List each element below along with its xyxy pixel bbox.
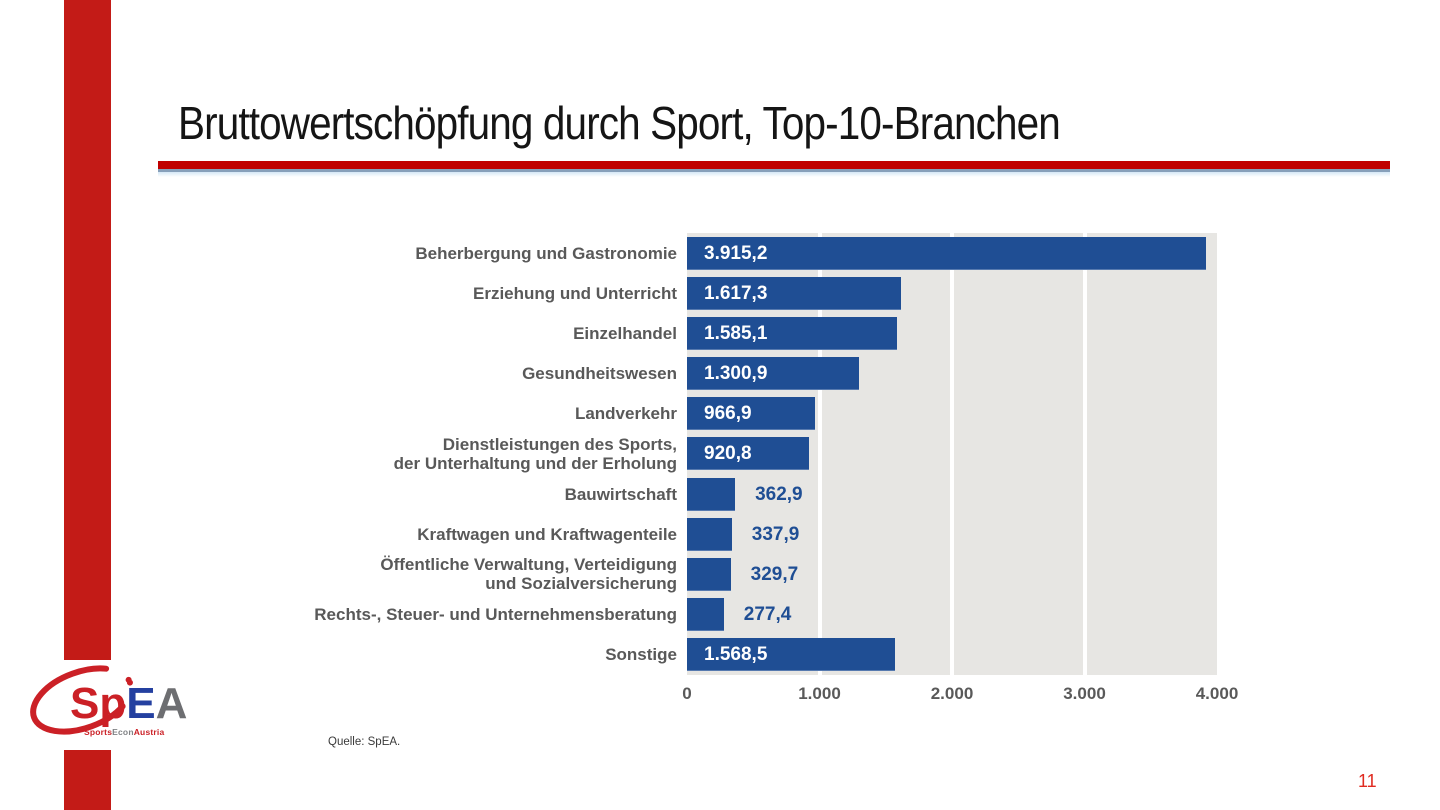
category-label: Gesundheitswesen: [522, 364, 677, 384]
slide-title: Bruttowertschöpfung durch Sport, Top-10-…: [178, 97, 1061, 149]
value-label: 1.585,1: [704, 322, 768, 344]
category-label: Einzelhandel: [573, 323, 677, 343]
value-label: 329,7: [750, 563, 799, 585]
value-label: 277,4: [743, 604, 792, 626]
chart-row: Erziehung und Unterricht 1.617,3: [300, 273, 1217, 313]
value-label: 337,9: [751, 523, 800, 545]
bar: 966,9: [687, 397, 816, 431]
chart-row: Sonstige 1.568,5: [300, 635, 1217, 675]
page-number: 11: [1358, 771, 1377, 791]
left-accent-bar-bottom: [64, 750, 111, 810]
bar: 3.915,2: [687, 236, 1206, 270]
chart-row: Dienstleistungen des Sports, der Unterhal…: [300, 434, 1217, 474]
logo-sub-sports: Sports: [84, 727, 113, 737]
gridline-3000: [1082, 233, 1087, 675]
value-label: 1.568,5: [704, 644, 768, 666]
logo-e: E: [126, 679, 156, 728]
bar-cell: 277,4: [687, 595, 1217, 635]
gridline-2000: [950, 233, 954, 675]
chart-row: Landverkehr 966,9: [300, 394, 1217, 434]
bar: [687, 477, 736, 511]
logo-wordmark: SpEA: [70, 682, 187, 726]
logo-sub-econ: Econ: [112, 727, 134, 737]
bar-cell: 966,9: [687, 394, 1217, 434]
spea-logo: SpEA SportsEconAustria: [24, 662, 187, 748]
bar-cell: 362,9: [687, 474, 1217, 514]
bar-cell: 337,9: [687, 514, 1217, 554]
bar-cell: 920,8: [687, 434, 1217, 474]
value-label: 1.617,3: [704, 282, 768, 304]
bar: 1.617,3: [687, 276, 902, 310]
value-label: 920,8: [704, 443, 752, 465]
bar-cell: 1.568,5: [687, 635, 1217, 675]
title-rule-blue-line: [158, 169, 1390, 172]
x-tick-label: 3.000: [1063, 684, 1106, 703]
bar: [687, 557, 731, 591]
bar: 1.300,9: [687, 357, 860, 391]
chart-row: Rechts-, Steuer- und Unternehmensberatun…: [300, 595, 1217, 635]
category-label: Erziehung und Unterricht: [473, 283, 677, 303]
title-rule-red-line: [158, 161, 1390, 169]
title-rule-fade: [158, 172, 1390, 177]
bar: 1.568,5: [687, 638, 895, 672]
logo-swoosh-icon: [30, 665, 134, 735]
bar-cell: 329,7: [687, 554, 1217, 594]
logo-sp: Sp: [70, 679, 127, 728]
logo-sub-austria: Austria: [133, 727, 165, 737]
value-label: 3.915,2: [704, 242, 768, 264]
chart-row: Öffentliche Verwaltung, Verteidigung und …: [300, 554, 1217, 594]
x-axis: 0 1.000 2.000 3.000 4.000: [300, 684, 1238, 708]
category-label: Rechts-, Steuer- und Unternehmensberatun…: [314, 605, 677, 625]
left-accent-bar-top: [64, 0, 111, 660]
logo-subtitle: SportsEconAustria: [84, 727, 164, 737]
chart-row: Gesundheitswesen 1.300,9: [300, 354, 1217, 394]
gridline-1000: [817, 233, 822, 675]
bar-chart: Beherbergung und Gastronomie 3.915,2 Erzie…: [300, 233, 1238, 713]
bar-cell: 1.585,1: [687, 313, 1217, 353]
bar: 920,8: [687, 437, 809, 471]
chart-rows: Beherbergung und Gastronomie 3.915,2 Erzie…: [300, 233, 1217, 675]
x-tick-label: 1.000: [798, 684, 841, 703]
value-label: 966,9: [704, 403, 752, 425]
value-label: 362,9: [755, 483, 803, 505]
category-label: Landverkehr: [574, 404, 677, 424]
category-label: Dienstleistungen des Sports, der Unterhal…: [393, 434, 677, 473]
x-tick-label: 2.000: [930, 684, 974, 703]
category-label: Öffentliche Verwaltung, Verteidigung und …: [380, 555, 677, 594]
title-rule: [158, 161, 1390, 177]
logo-a: A: [155, 679, 188, 728]
x-tick-label: 0: [682, 684, 692, 703]
category-label: Sonstige: [605, 645, 677, 665]
bar: [687, 517, 732, 551]
category-label: Beherbergung und Gastronomie: [415, 243, 677, 263]
bar-cell: 1.300,9: [687, 354, 1217, 394]
chart-row: Einzelhandel 1.585,1: [300, 313, 1217, 353]
chart-row: Bauwirtschaft 362,9: [300, 474, 1217, 514]
bar-cell: 3.915,2: [687, 233, 1217, 273]
source-note: Quelle: SpEA.: [328, 736, 401, 748]
chart-row: Beherbergung und Gastronomie 3.915,2: [300, 233, 1217, 273]
category-label: Bauwirtschaft: [564, 484, 677, 504]
bar: 1.585,1: [687, 316, 898, 350]
x-tick-label: 4.000: [1195, 684, 1239, 703]
category-label: Kraftwagen und Kraftwagenteile: [417, 524, 677, 544]
bar-cell: 1.617,3: [687, 273, 1217, 313]
bar: [687, 598, 724, 632]
chart-row: Kraftwagen und Kraftwagenteile 337,9: [300, 514, 1217, 554]
value-label: 1.300,9: [704, 363, 768, 385]
